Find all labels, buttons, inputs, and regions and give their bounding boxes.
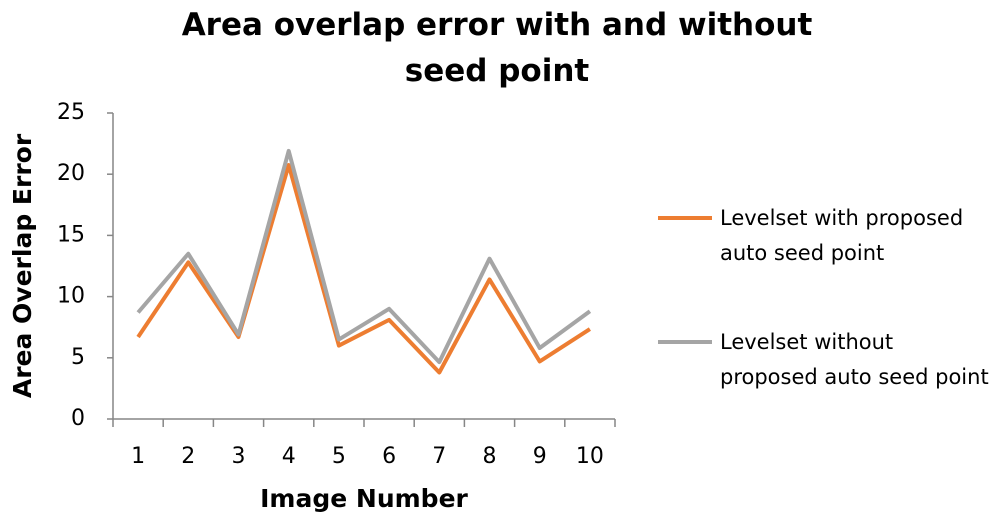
x-tick-label: 4	[282, 444, 296, 469]
chart-title: Area overlap error with and without seed…	[181, 7, 813, 89]
y-tick-label: 10	[57, 284, 85, 309]
x-tick-label: 3	[232, 444, 246, 469]
y-tick-label: 25	[57, 100, 85, 125]
legend-label: Levelset with proposed auto seed point	[720, 206, 964, 265]
x-tick-label: 1	[131, 444, 145, 469]
x-tick-label: 8	[483, 444, 497, 469]
y-tick-label: 0	[71, 406, 85, 431]
y-tick-label: 15	[57, 222, 85, 247]
x-axis-label: Image Number	[260, 484, 468, 513]
y-axis-label: Area Overlap Error	[8, 133, 37, 398]
y-tick-label: 5	[71, 345, 85, 370]
series-line	[136, 163, 591, 375]
x-tick-label: 6	[382, 444, 396, 469]
y-tick-label: 20	[57, 161, 85, 186]
series-line	[136, 148, 592, 365]
x-tick-label: 10	[576, 444, 604, 469]
x-tick-label: 7	[432, 444, 446, 469]
x-tick-label: 2	[181, 444, 195, 469]
x-tick-label: 5	[332, 444, 346, 469]
legend-label: Levelset without proposed auto seed poin…	[720, 330, 989, 389]
x-tick-label: 9	[533, 444, 547, 469]
